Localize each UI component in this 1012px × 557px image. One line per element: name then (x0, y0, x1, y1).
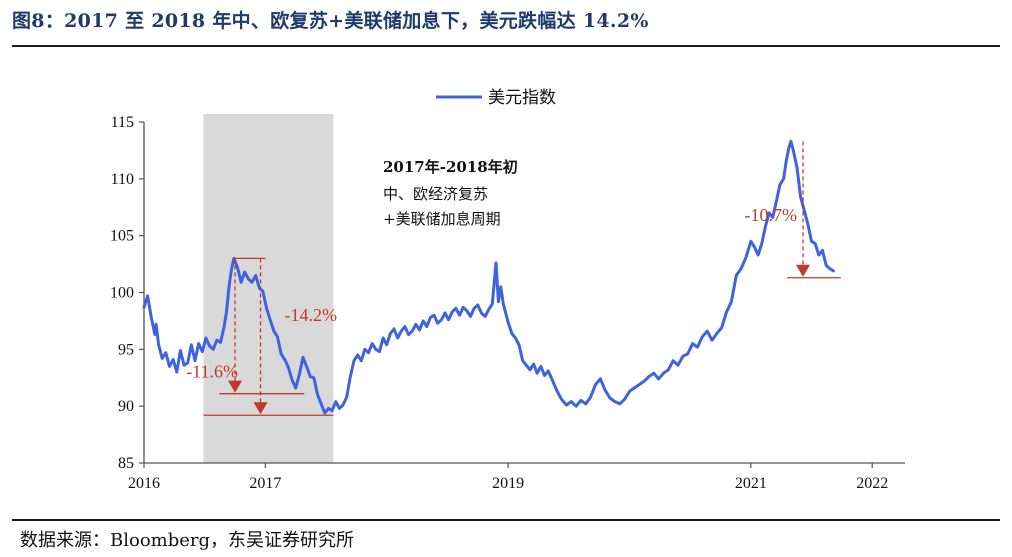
y-tick-label: 85 (118, 455, 134, 472)
drop-2-arrowhead (253, 402, 268, 415)
x-tick-label: 2021 (735, 475, 767, 492)
figure-title: 图8：2017 至 2018 年中、欧复苏+美联储加息下，美元跌幅达 14.2% (12, 10, 649, 32)
drop-1-arrowhead (228, 380, 243, 393)
axis-ticks: 85 90 95 100 105 110 115 2016 2017 2019 2021 2022 (110, 114, 888, 492)
shade-note-line-2: +美联储加息周期 (383, 210, 501, 228)
x-tick-label: 2016 (128, 475, 160, 492)
bottom-rule (12, 519, 1000, 521)
y-tick-label: 100 (110, 285, 134, 302)
shaded-period (203, 114, 334, 463)
source-note: 数据来源：Bloomberg，东吴证券研究所 (20, 530, 355, 551)
legend-label: 美元指数 (488, 88, 556, 108)
drop-1-label: -11.6% (186, 362, 238, 382)
shade-note-line-1: 中、欧经济复苏 (383, 185, 488, 203)
drop-3-arrowhead (796, 264, 811, 277)
shade-note-title: 2017年-2018年初 (383, 158, 518, 176)
top-rule (12, 45, 1000, 47)
y-tick-label: 115 (111, 114, 134, 131)
y-tick-label: 105 (110, 228, 134, 245)
drop-3-label: -10.7% (745, 205, 798, 225)
drop-annotations: -11.6% -14.2% -10.7% (186, 141, 841, 416)
y-tick-label: 110 (111, 171, 134, 188)
x-tick-label: 2022 (856, 475, 888, 492)
series-line-usd-index (142, 139, 835, 415)
y-tick-label: 90 (118, 398, 134, 415)
x-tick-label: 2019 (492, 475, 524, 492)
shade-note: 2017年-2018年初 中、欧经济复苏 +美联储加息周期 (383, 158, 518, 228)
y-tick-label: 95 (118, 341, 134, 358)
legend: 美元指数 (436, 88, 556, 108)
x-tick-label: 2017 (249, 475, 281, 492)
drop-2-label: -14.2% (285, 305, 338, 325)
